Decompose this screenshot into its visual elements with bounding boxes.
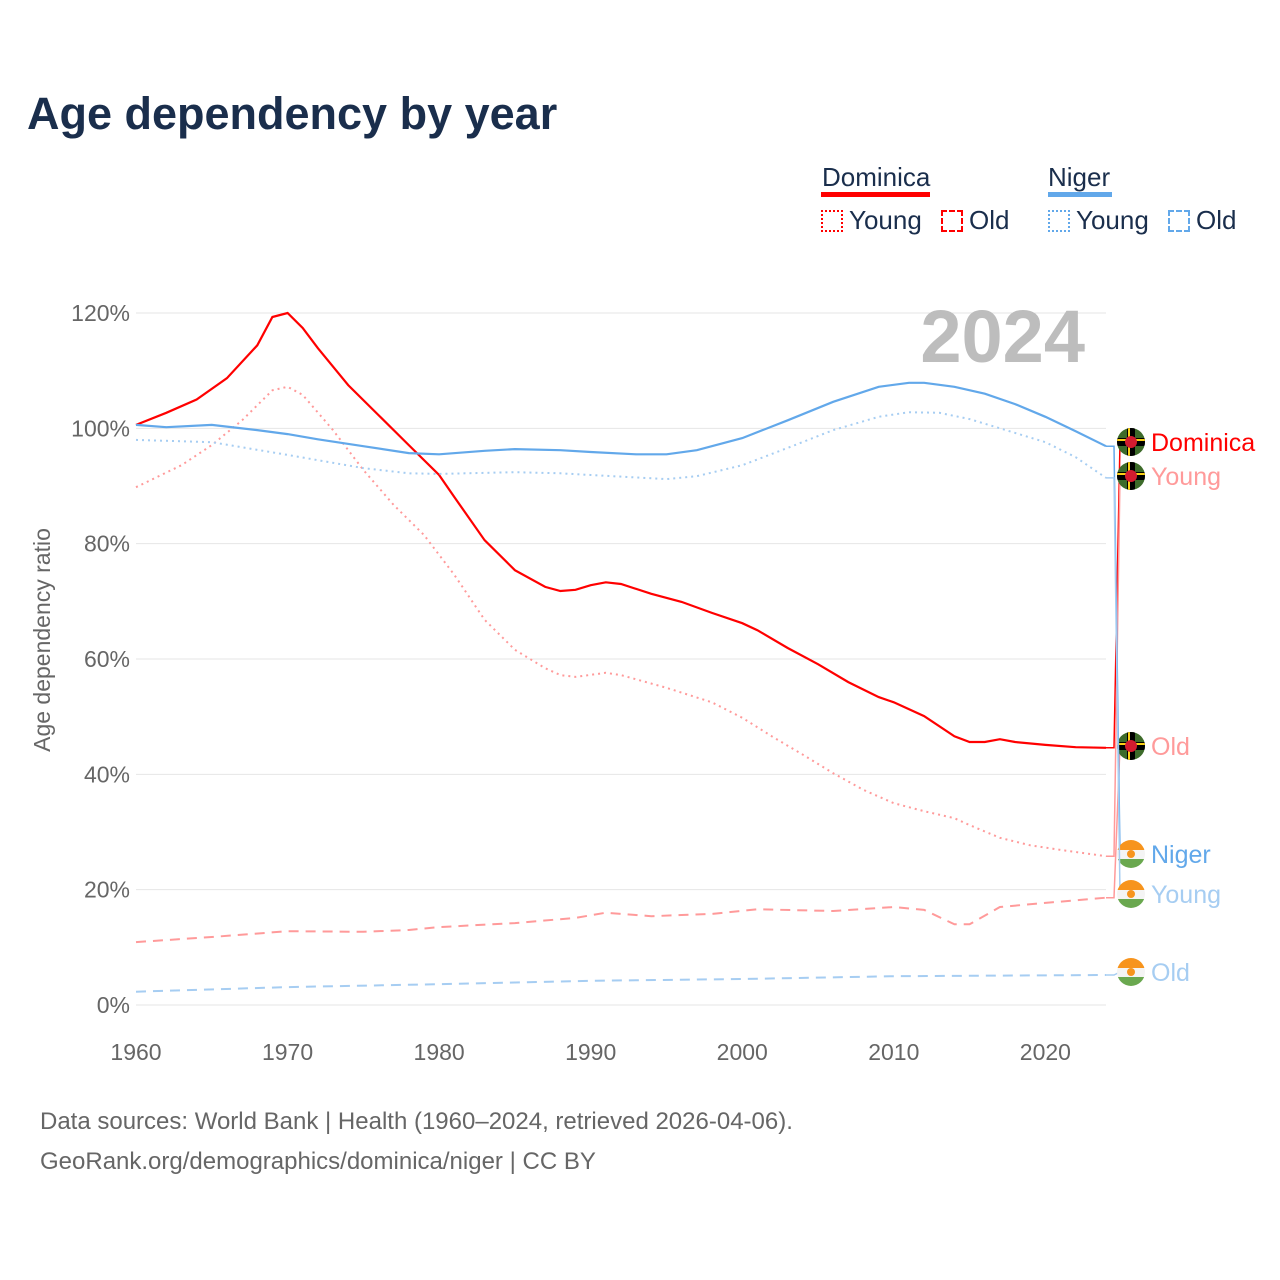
x-tick-label: 1990 — [565, 1039, 616, 1065]
series-line-dominica-old — [135, 896, 1107, 944]
leader-line — [1106, 441, 1121, 749]
source-url[interactable]: GeoRank.org/demographics/dominica/niger … — [40, 1148, 596, 1175]
year-watermark: 2024 — [920, 295, 1085, 378]
series-line-dominica-young — [135, 385, 1107, 858]
series-line-niger-old — [135, 974, 1107, 993]
y-tick-label: 60% — [84, 646, 130, 672]
series-end-label: Dominica — [1151, 429, 1255, 457]
dotted-swatch-icon — [821, 209, 843, 232]
niger-flag-icon — [1117, 958, 1145, 986]
x-tick-label: 1980 — [414, 1039, 465, 1065]
series-end-label: Old — [1151, 959, 1190, 987]
y-tick-label: 0% — [97, 992, 130, 1018]
legend-label: Old — [1196, 205, 1237, 235]
legend-dominica-young[interactable]: Young — [821, 205, 922, 236]
series-line-dominica — [135, 311, 1107, 749]
dotted-swatch-icon — [1048, 209, 1070, 232]
dominica-flag-icon — [1117, 462, 1145, 490]
flag-part — [1117, 977, 1145, 986]
dominica-flag-icon — [1117, 732, 1145, 760]
series-end-label: Old — [1151, 733, 1190, 761]
series-end-label: Niger — [1151, 841, 1211, 869]
dashed-swatch-icon — [1168, 209, 1190, 232]
legend-niger[interactable]: Niger — [1048, 162, 1111, 192]
flag-part — [1125, 436, 1137, 448]
flag-part — [1117, 859, 1145, 868]
y-tick-label: 20% — [84, 877, 130, 903]
y-tick-label: 80% — [84, 531, 130, 557]
y-tick-label: 40% — [84, 761, 130, 787]
flag-part — [1117, 958, 1145, 968]
legend-label: Young — [849, 205, 922, 235]
series-line-niger — [135, 381, 1107, 456]
niger-flag-icon — [1117, 840, 1145, 868]
y-axis-label: Age dependency ratio — [29, 528, 55, 752]
legend-label: Young — [1076, 205, 1149, 235]
legend-label: Old — [969, 205, 1010, 235]
x-tick-label: 2000 — [717, 1039, 768, 1065]
flag-part — [1125, 740, 1137, 752]
flag-part — [1117, 840, 1145, 850]
legend-dominica-swatch — [821, 192, 930, 197]
x-tick-label: 1970 — [262, 1039, 313, 1065]
legend-niger-swatch — [1048, 192, 1112, 197]
chart-title: Age dependency by year — [27, 88, 558, 139]
x-tick-label: 1960 — [110, 1039, 161, 1065]
y-tick-label: 100% — [71, 415, 130, 441]
source-line: Data sources: World Bank | Health (1960–… — [40, 1108, 793, 1135]
flag-part — [1117, 899, 1145, 908]
leader-line — [1106, 477, 1121, 895]
flag-part — [1127, 968, 1135, 976]
dashed-swatch-icon — [941, 209, 963, 232]
flag-part — [1117, 880, 1145, 890]
series-end-label: Young — [1151, 463, 1221, 491]
legend-niger-young[interactable]: Young — [1048, 205, 1149, 236]
dominica-flag-icon — [1117, 428, 1145, 456]
flag-part — [1127, 890, 1135, 898]
legend-dominica-old[interactable]: Old — [941, 205, 1009, 236]
x-tick-label: 2020 — [1020, 1039, 1071, 1065]
legend-niger-old[interactable]: Old — [1168, 205, 1236, 236]
legend-dominica[interactable]: Dominica — [822, 162, 931, 192]
niger-flag-icon — [1117, 880, 1145, 908]
series-line-niger-young — [135, 411, 1107, 481]
flag-part — [1125, 470, 1137, 482]
leader-line — [1106, 475, 1121, 857]
flag-part — [1127, 850, 1135, 858]
series-end-label: Young — [1151, 881, 1221, 909]
y-tick-label: 120% — [71, 300, 130, 326]
x-tick-label: 2010 — [868, 1039, 919, 1065]
